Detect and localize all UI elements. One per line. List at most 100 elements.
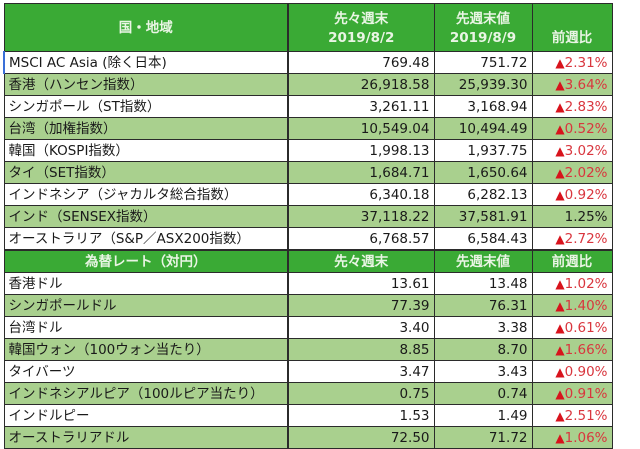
row-change-value: 2.83% xyxy=(564,98,608,115)
row-change: ▲1.40% xyxy=(531,294,613,317)
table-row: オーストラリアドル 72.50 71.72 ▲1.06% xyxy=(3,426,613,449)
equity-header-row: 国・地域 先々週末 2019/8/2 先週末値 2019/8/9 前週比 xyxy=(3,3,613,52)
table-row: 韓国ウォン（100ウォン当たり） 8.85 8.70 ▲1.66% xyxy=(3,338,613,361)
row-prev-value: 13.48 xyxy=(433,272,533,295)
row-name: インド（SENSEX指数） xyxy=(3,205,289,228)
table-row: 香港（ハンセン指数） 26,918.58 25,939.30 ▲3.64% xyxy=(3,73,613,96)
table-row: 台湾ドル 3.40 3.38 ▲0.61% xyxy=(3,316,613,339)
table-row: 香港ドル 13.61 13.48 ▲1.02% xyxy=(3,272,613,295)
row-change-value: 0.52% xyxy=(564,120,608,137)
table-row: インドルピー 1.53 1.49 ▲2.51% xyxy=(3,404,613,427)
down-triangle-icon: ▲ xyxy=(555,187,565,202)
row-prev-prev-value: 6,340.18 xyxy=(287,183,435,206)
row-name: シンガポールドル xyxy=(3,294,289,317)
down-triangle-icon: ▲ xyxy=(555,165,565,180)
row-prev-prev-value: 8.85 xyxy=(287,338,435,361)
row-prev-prev-value: 77.39 xyxy=(287,294,435,317)
table-row: タイ（SET指数） 1,684.71 1,650.64 ▲2.02% xyxy=(3,161,613,184)
row-prev-value: 37,581.91 xyxy=(433,205,533,228)
row-change-value: 1.40% xyxy=(564,297,608,314)
row-change: 1.25% xyxy=(531,205,613,228)
row-prev-prev-value: 1.53 xyxy=(287,404,435,427)
down-triangle-icon: ▲ xyxy=(555,386,565,401)
table-row: MSCI AC Asia (除く日本) 769.48 751.72 ▲2.31% xyxy=(3,51,613,74)
row-name: 韓国（KOSPI指数） xyxy=(3,139,289,162)
row-prev-prev-value: 72.50 xyxy=(287,426,435,449)
row-prev-value: 751.72 xyxy=(433,51,533,74)
table-row: 韓国（KOSPI指数） 1,998.13 1,937.75 ▲3.02% xyxy=(3,139,613,162)
row-name: オーストラリアドル xyxy=(3,426,289,449)
row-prev-prev-value: 10,549.04 xyxy=(287,117,435,140)
row-prev-prev-value: 3.40 xyxy=(287,316,435,339)
fx-header-change: 前週比 xyxy=(531,249,613,273)
row-prev-prev-value: 37,118.22 xyxy=(287,205,435,228)
row-change: ▲1.06% xyxy=(531,426,613,449)
table-row: 台湾（加権指数） 10,549.04 10,494.49 ▲0.52% xyxy=(3,117,613,140)
down-triangle-icon: ▲ xyxy=(555,276,565,291)
row-change-value: 1.25% xyxy=(564,208,608,225)
row-prev-prev-value: 26,918.58 xyxy=(287,73,435,96)
header-prev-week-label: 先週末値 xyxy=(456,10,510,27)
row-prev-value: 71.72 xyxy=(433,426,533,449)
row-name: 台湾（加権指数） xyxy=(3,117,289,140)
row-name: インドルピー xyxy=(3,404,289,427)
row-prev-value: 0.74 xyxy=(433,382,533,405)
row-prev-value: 6,584.43 xyxy=(433,227,533,251)
row-change: ▲0.91% xyxy=(531,382,613,405)
row-prev-value: 3,168.94 xyxy=(433,95,533,118)
fx-header-region: 為替レート（対円） xyxy=(3,249,289,273)
row-prev-value: 1.49 xyxy=(433,404,533,427)
header-prev-prev-week: 先々週末 2019/8/2 xyxy=(287,3,435,52)
row-change-value: 0.91% xyxy=(564,385,608,402)
row-prev-prev-value: 3.47 xyxy=(287,360,435,383)
down-triangle-icon: ▲ xyxy=(555,320,565,335)
table-row: インドネシアルピア（100ルピア当たり） 0.75 0.74 ▲0.91% xyxy=(3,382,613,405)
down-triangle-icon: ▲ xyxy=(555,298,565,313)
row-prev-value: 6,282.13 xyxy=(433,183,533,206)
row-change-value: 2.72% xyxy=(564,230,608,247)
row-change-value: 2.02% xyxy=(564,164,608,181)
row-name: インドネシア（ジャカルタ総合指数） xyxy=(3,183,289,206)
row-change: ▲3.64% xyxy=(531,73,613,96)
row-name: タイバーツ xyxy=(3,360,289,383)
row-prev-prev-value: 1,998.13 xyxy=(287,139,435,162)
row-change-value: 0.61% xyxy=(564,319,608,336)
row-prev-value: 10,494.49 xyxy=(433,117,533,140)
table-row: オーストラリア（S&P／ASX200指数） 6,768.57 6,584.43 ▲2.… xyxy=(3,227,613,251)
row-change: ▲0.52% xyxy=(531,117,613,140)
market-summary-table: 国・地域 先々週末 2019/8/2 先週末値 2019/8/9 前週比 MSCI … xyxy=(3,3,613,449)
row-change: ▲0.90% xyxy=(531,360,613,383)
row-prev-value: 8.70 xyxy=(433,338,533,361)
row-prev-value: 3.43 xyxy=(433,360,533,383)
down-triangle-icon: ▲ xyxy=(555,231,565,246)
row-change-value: 1.66% xyxy=(564,341,608,358)
row-change: ▲1.66% xyxy=(531,338,613,361)
row-change-value: 2.51% xyxy=(564,407,608,424)
row-change-value: 3.64% xyxy=(564,76,608,93)
header-prev-prev-week-label: 先々週末 xyxy=(334,10,389,27)
header-prev-date: 2019/8/9 xyxy=(449,29,517,46)
row-prev-value: 76.31 xyxy=(433,294,533,317)
row-name: インドネシアルピア（100ルピア当たり） xyxy=(3,382,289,405)
down-triangle-icon: ▲ xyxy=(555,77,565,92)
row-change-value: 1.02% xyxy=(564,275,608,292)
down-triangle-icon: ▲ xyxy=(555,143,565,158)
table-row: インドネシア（ジャカルタ総合指数） 6,340.18 6,282.13 ▲0.92% xyxy=(3,183,613,206)
fx-rows: 香港ドル 13.61 13.48 ▲1.02% シンガポールドル 77.39 76.31 ▲1… xyxy=(3,272,613,449)
row-prev-value: 3.38 xyxy=(433,316,533,339)
row-change-value: 0.92% xyxy=(564,186,608,203)
row-name: MSCI AC Asia (除く日本) xyxy=(3,51,289,74)
table-row: シンガポールドル 77.39 76.31 ▲1.40% xyxy=(3,294,613,317)
down-triangle-icon: ▲ xyxy=(555,430,565,445)
row-prev-prev-value: 3,261.11 xyxy=(287,95,435,118)
row-prev-prev-value: 6,768.57 xyxy=(287,227,435,251)
row-change-value: 3.02% xyxy=(564,142,608,159)
row-name: 香港ドル xyxy=(3,272,289,295)
row-prev-value: 1,937.75 xyxy=(433,139,533,162)
header-change: 前週比 xyxy=(531,3,613,52)
row-change: ▲2.02% xyxy=(531,161,613,184)
row-prev-prev-value: 13.61 xyxy=(287,272,435,295)
table-row: タイバーツ 3.47 3.43 ▲0.90% xyxy=(3,360,613,383)
down-triangle-icon: ▲ xyxy=(555,342,565,357)
row-change: ▲0.61% xyxy=(531,316,613,339)
